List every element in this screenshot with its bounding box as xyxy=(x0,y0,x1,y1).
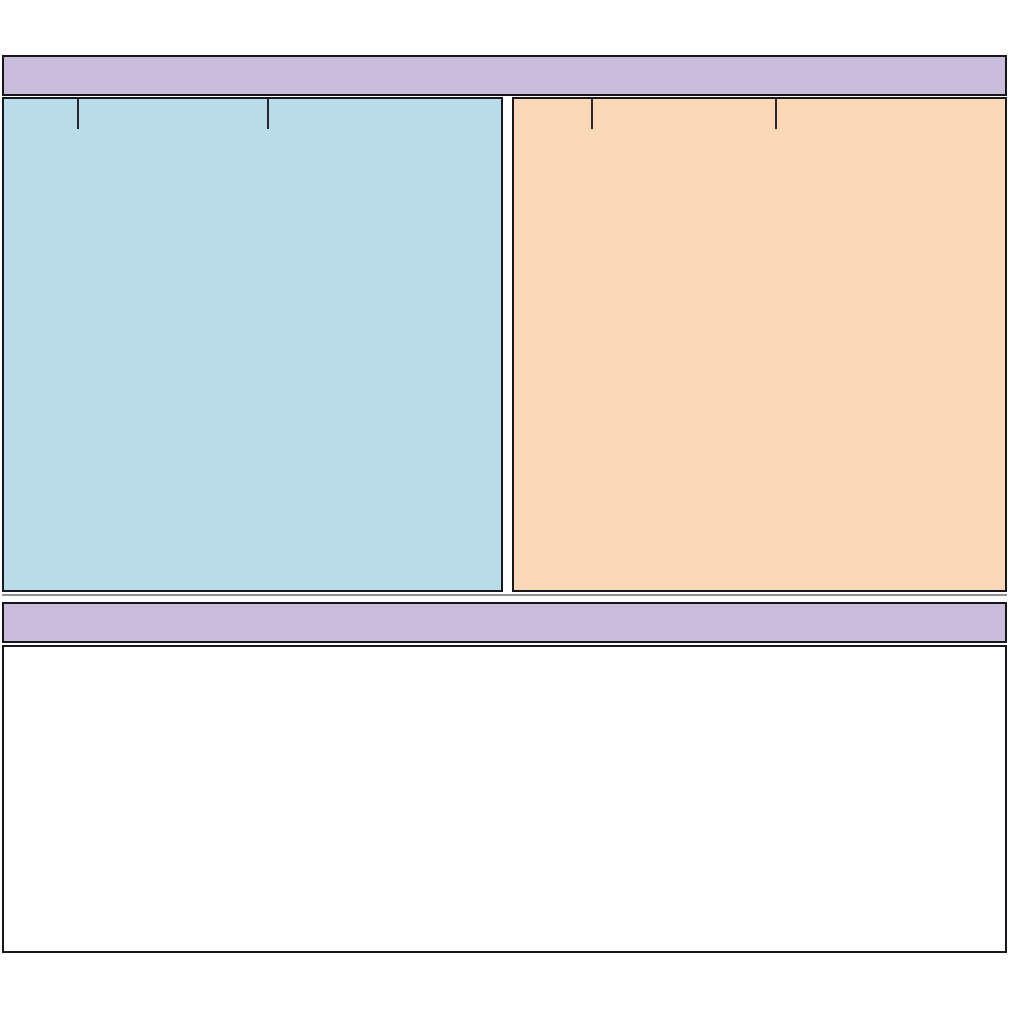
symbol-options-title xyxy=(2,602,1007,643)
column-header-name xyxy=(77,99,267,129)
font-table-right xyxy=(512,97,1007,592)
column-header-name xyxy=(591,99,775,129)
font-options-title xyxy=(2,55,1007,96)
font-table-left xyxy=(2,97,503,592)
column-header-no xyxy=(514,99,591,129)
column-header-example xyxy=(775,99,1005,129)
column-header-example xyxy=(267,99,501,129)
column-header-no xyxy=(4,99,77,129)
symbol-table xyxy=(2,645,1007,953)
divider-line xyxy=(2,594,1007,596)
